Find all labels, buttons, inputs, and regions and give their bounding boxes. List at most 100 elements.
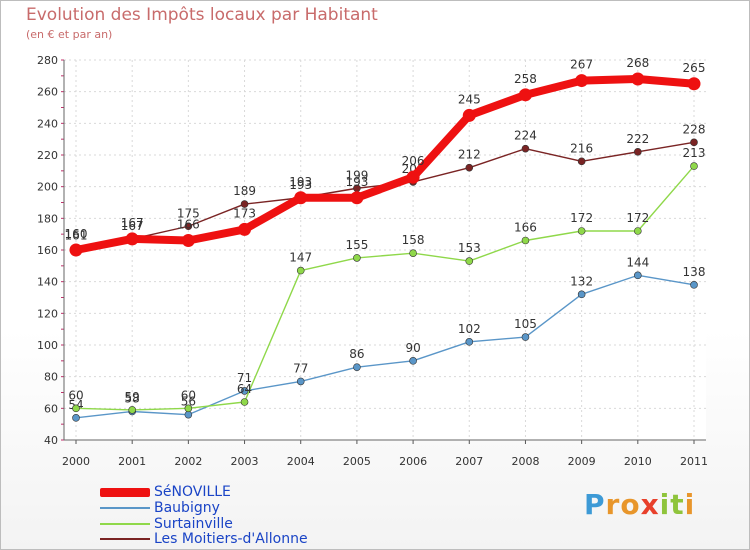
data-point-baubigny (240, 387, 249, 395)
y-tick-label: 140 (37, 276, 58, 289)
data-point-baubigny (296, 377, 305, 386)
data-point-surtainville (690, 162, 698, 170)
y-tick-label: 100 (37, 339, 58, 352)
data-point-s-noville (575, 74, 589, 88)
data-label-les-moitiers-d-allonne: 224 (514, 129, 537, 143)
chart-subtitle: (en € et par an) (26, 28, 113, 41)
data-label-surtainville: 158 (402, 233, 425, 247)
data-point-surtainville (465, 257, 474, 265)
logo-letter: o (620, 488, 641, 521)
y-tick-label: 80 (44, 371, 58, 384)
data-label-baubigny: 71 (237, 371, 252, 385)
data-label-baubigny: 86 (349, 347, 364, 361)
series-line-surtainville (75, 165, 695, 411)
logo-letter: i (684, 488, 696, 521)
legend-swatch-senoville (100, 487, 150, 497)
data-label-surtainville: 213 (683, 146, 706, 160)
x-tick-label: 2010 (624, 455, 652, 468)
proxiti-logo: Proxiti (584, 488, 695, 521)
data-label-s-noville: 193 (289, 175, 312, 189)
data-label-baubigny: 56 (181, 395, 196, 409)
data-label-les-moitiers-d-allonne: 167 (121, 219, 144, 233)
data-label-surtainville: 59 (125, 390, 140, 404)
legend-label-moitiers: Les Moitiers-d'Allonne (154, 531, 308, 547)
legend-label-surtainville: Surtainville (154, 516, 233, 532)
data-point-s-noville (518, 88, 532, 102)
data-point-s-noville (69, 243, 83, 257)
data-point-les-moitiers-d-allonne (465, 163, 474, 172)
y-tick-label: 240 (37, 117, 58, 130)
data-point-baubigny (521, 333, 530, 341)
data-label-les-moitiers-d-allonne: 175 (177, 206, 200, 220)
data-label-s-noville: 160 (65, 227, 88, 241)
data-label-surtainville: 172 (626, 211, 649, 225)
data-point-s-noville (294, 191, 308, 205)
data-point-les-moitiers-d-allonne (521, 144, 530, 153)
x-tick-label: 2000 (62, 455, 90, 468)
data-point-surtainville (521, 236, 530, 245)
chart-title: Evolution des Impôts locaux par Habitant (26, 5, 378, 25)
data-label-les-moitiers-d-allonne: 189 (233, 184, 256, 198)
x-tick-label: 2003 (231, 455, 259, 468)
x-tick-label: 2005 (343, 455, 371, 468)
legend-label-baubigny: Baubigny (154, 500, 220, 516)
y-tick-label: 120 (37, 307, 58, 320)
data-label-s-noville: 193 (345, 175, 368, 189)
series-line-s-noville (72, 75, 698, 254)
data-point-surtainville (296, 266, 305, 275)
data-label-s-noville: 258 (514, 72, 537, 86)
data-point-surtainville (184, 404, 193, 413)
data-point-baubigny (409, 357, 417, 365)
data-point-s-noville (125, 232, 139, 246)
data-label-surtainville: 166 (514, 221, 537, 235)
data-point-baubigny (184, 410, 193, 419)
data-point-les-moitiers-d-allonne (577, 157, 586, 166)
line-chart: 40 60 80 100 120 140 160 180 200 220 240 260 280 2000… (37, 54, 708, 468)
data-point-s-noville (406, 170, 420, 184)
data-point-les-moitiers-d-allonne (184, 222, 193, 231)
data-label-s-noville: 267 (570, 58, 593, 72)
data-label-baubigny: 138 (683, 265, 706, 279)
data-point-baubigny (634, 271, 642, 280)
data-label-surtainville: 155 (345, 238, 368, 252)
data-point-surtainville (409, 249, 417, 257)
logo-letter: r (605, 488, 621, 521)
data-point-baubigny (353, 363, 361, 371)
data-label-s-noville: 166 (177, 218, 200, 232)
data-label-s-noville: 265 (683, 61, 706, 75)
data-point-s-noville (238, 222, 252, 236)
legend-swatch-surtainville (100, 523, 150, 525)
x-tick-label: 2001 (118, 455, 146, 468)
data-point-surtainville (353, 254, 361, 262)
data-label-les-moitiers-d-allonne: 212 (458, 148, 481, 162)
data-label-surtainville: 64 (237, 382, 252, 396)
data-label-surtainville: 153 (458, 241, 481, 255)
legend-swatch-moitiers (100, 538, 150, 540)
data-label-les-moitiers-d-allonne: 199 (345, 168, 368, 182)
data-point-surtainville (577, 227, 586, 235)
data-label-s-noville: 167 (121, 216, 144, 230)
x-tick-label: 2006 (399, 455, 427, 468)
y-tick-label: 260 (37, 86, 58, 99)
y-tick-label: 200 (37, 181, 58, 194)
data-label-les-moitiers-d-allonne: 222 (626, 132, 649, 146)
logo-letter: P (584, 488, 606, 521)
data-label-les-moitiers-d-allonne: 161 (65, 228, 88, 242)
data-label-les-moitiers-d-allonne: 228 (683, 122, 706, 136)
data-label-surtainville: 172 (570, 211, 593, 225)
data-label-baubigny: 58 (125, 392, 140, 406)
x-tick-label: 2009 (568, 455, 596, 468)
y-tick-label: 60 (44, 402, 58, 415)
y-tick-label: 160 (37, 244, 58, 257)
data-point-s-noville (181, 234, 195, 247)
data-label-s-noville: 268 (626, 56, 649, 70)
data-label-baubigny: 132 (570, 274, 593, 288)
logo-letter: x (640, 488, 660, 521)
legend-swatch-baubigny (100, 507, 150, 509)
data-point-s-noville (631, 72, 645, 86)
x-tick-label: 2004 (287, 455, 315, 468)
data-point-surtainville (72, 404, 80, 413)
data-point-les-moitiers-d-allonne (634, 148, 642, 156)
data-label-les-moitiers-d-allonne: 216 (570, 141, 593, 155)
series-line-baubigny (75, 274, 695, 419)
